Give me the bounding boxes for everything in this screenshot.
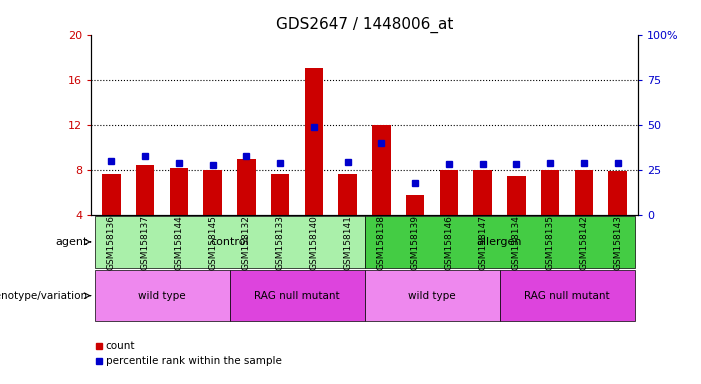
Bar [203, 170, 222, 215]
Bar [170, 168, 188, 215]
Bar [102, 174, 121, 215]
Bar [608, 171, 627, 215]
Bar [365, 270, 500, 321]
Text: wild type: wild type [408, 291, 456, 301]
Bar [500, 270, 634, 321]
Text: GSM158133: GSM158133 [275, 215, 285, 270]
Text: GSM158137: GSM158137 [141, 215, 149, 270]
Text: GSM158139: GSM158139 [411, 215, 420, 270]
Bar [95, 216, 365, 268]
Text: GSM158138: GSM158138 [377, 215, 386, 270]
Bar [541, 170, 559, 215]
Text: control: control [210, 237, 249, 247]
Bar [372, 125, 390, 215]
Text: GSM158134: GSM158134 [512, 215, 521, 270]
Text: RAG null mutant: RAG null mutant [524, 291, 610, 301]
Text: RAG null mutant: RAG null mutant [254, 291, 340, 301]
Bar [95, 270, 229, 321]
Bar [339, 174, 357, 215]
Text: GSM158146: GSM158146 [444, 215, 454, 270]
Text: GSM158136: GSM158136 [107, 215, 116, 270]
Text: wild type: wild type [138, 291, 186, 301]
Bar [440, 170, 458, 215]
Text: GSM158144: GSM158144 [175, 215, 184, 270]
Text: GSM158140: GSM158140 [309, 215, 318, 270]
Bar [406, 195, 424, 215]
Legend: count, percentile rank within the sample: count, percentile rank within the sample [96, 341, 282, 366]
Bar [365, 216, 634, 268]
Text: GSM158147: GSM158147 [478, 215, 487, 270]
Bar [229, 270, 365, 321]
Title: GDS2647 / 1448006_at: GDS2647 / 1448006_at [275, 17, 454, 33]
Bar [507, 175, 526, 215]
Bar [271, 174, 290, 215]
Text: allergen: allergen [477, 237, 522, 247]
Bar [136, 166, 154, 215]
Text: GSM158145: GSM158145 [208, 215, 217, 270]
Text: GSM158142: GSM158142 [580, 215, 588, 270]
Bar [305, 68, 323, 215]
Text: GSM158141: GSM158141 [343, 215, 352, 270]
Bar [473, 170, 492, 215]
Text: agent: agent [55, 237, 88, 247]
Bar [237, 159, 256, 215]
Bar [575, 170, 593, 215]
Text: GSM158135: GSM158135 [545, 215, 554, 270]
Text: GSM158132: GSM158132 [242, 215, 251, 270]
Text: genotype/variation: genotype/variation [0, 291, 88, 301]
Text: GSM158143: GSM158143 [613, 215, 622, 270]
